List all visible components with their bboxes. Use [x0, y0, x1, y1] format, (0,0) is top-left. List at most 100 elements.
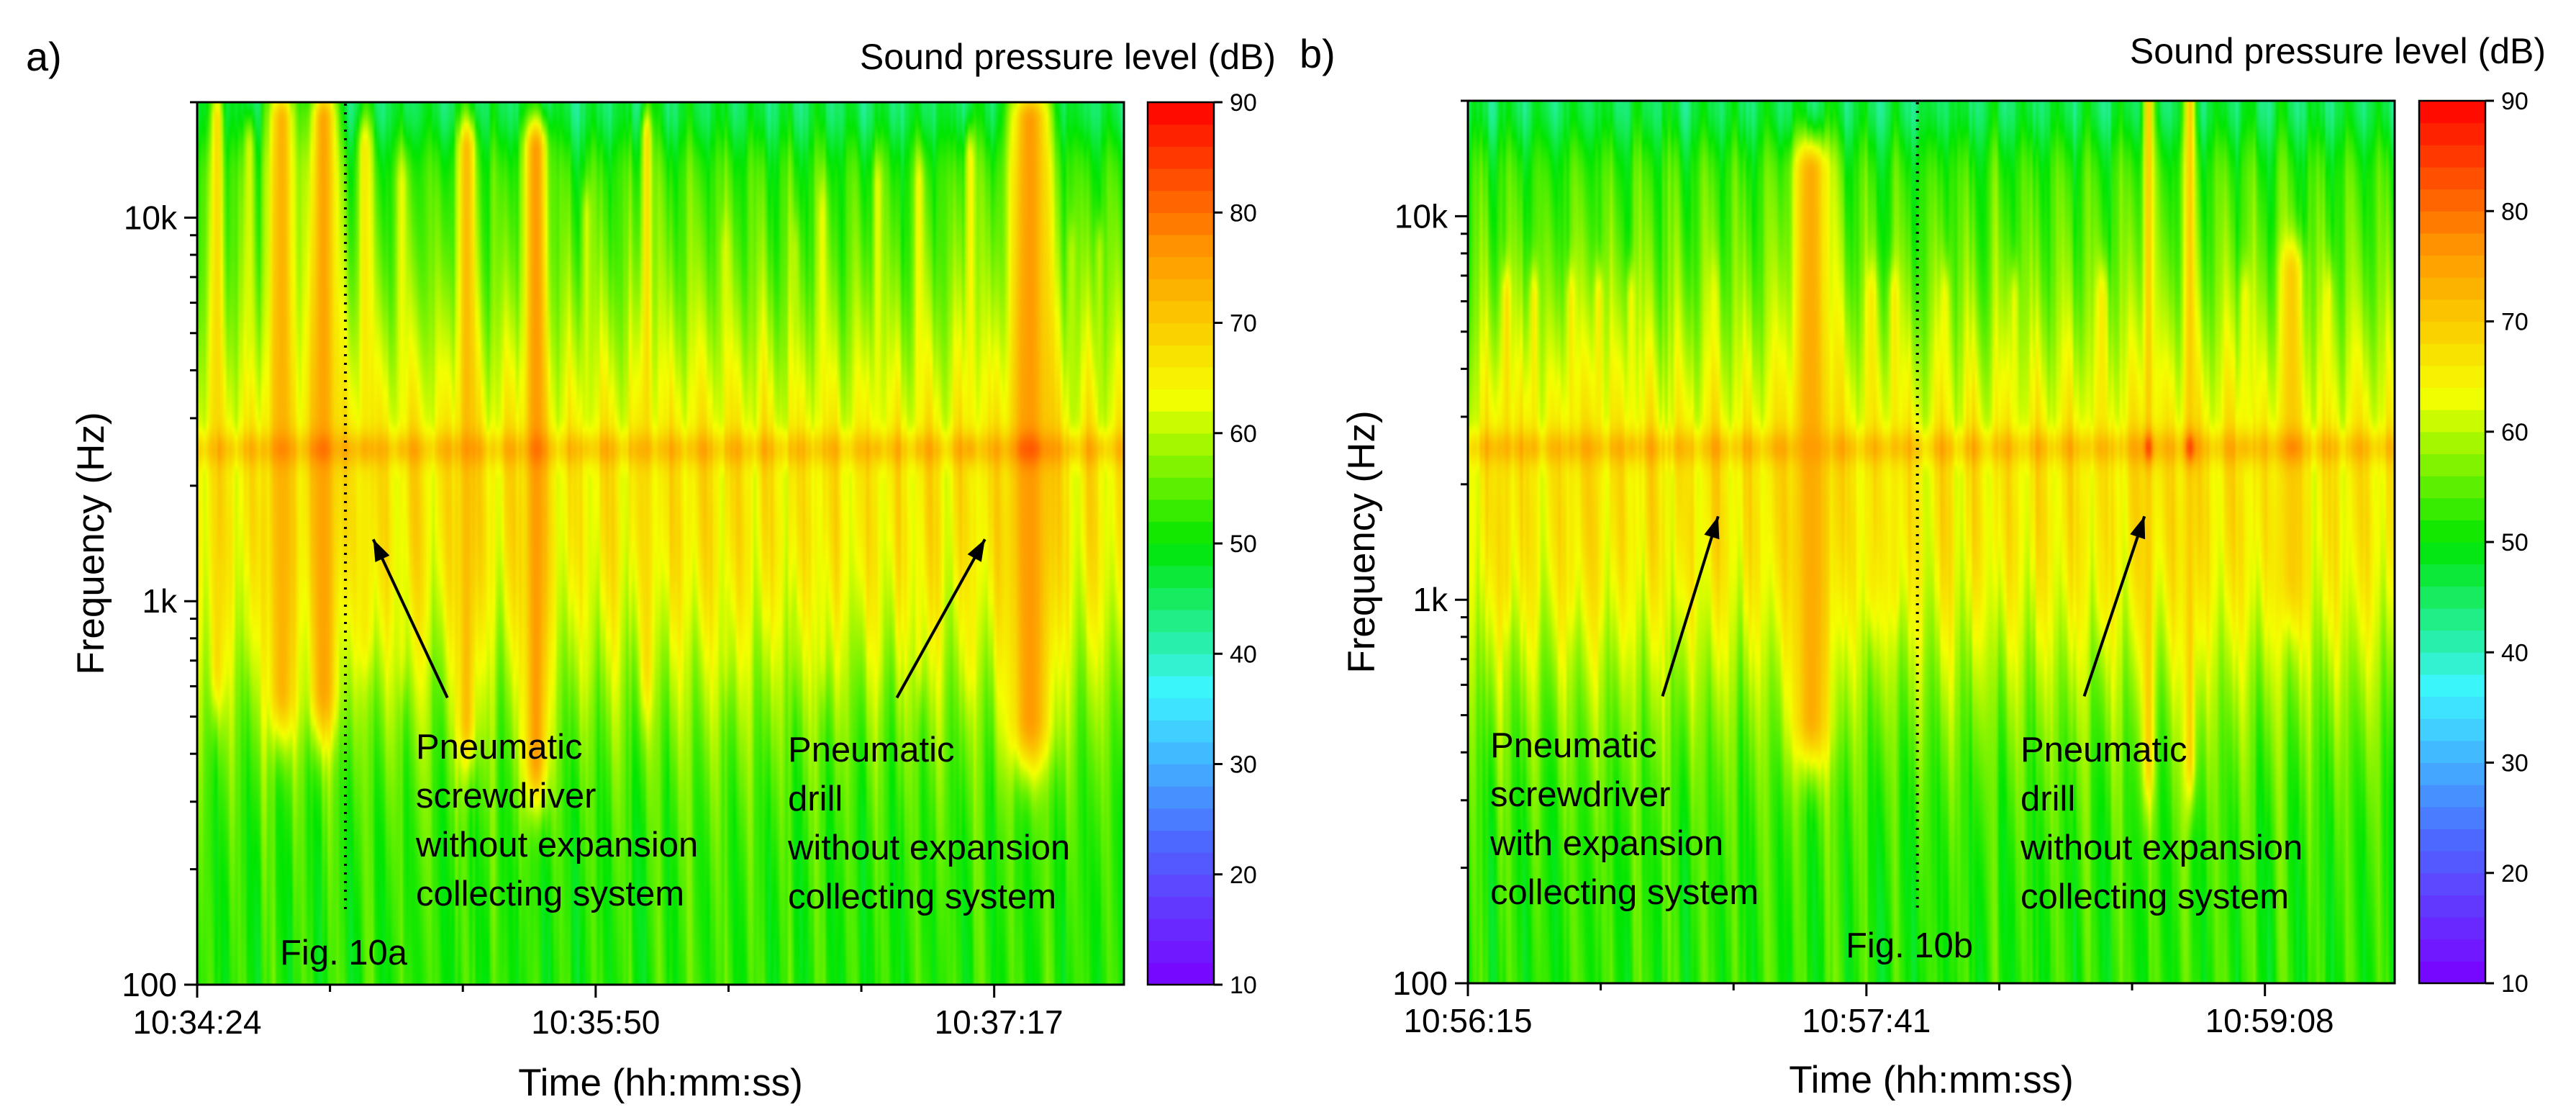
colorbar-level — [1148, 962, 1214, 985]
colorbar-level — [1148, 521, 1214, 544]
colorbar-tick-label: 60 — [1230, 420, 1257, 448]
x-tick-label: 10:56:15 — [1403, 1002, 1532, 1039]
colorbar-tick-label: 30 — [2501, 750, 2529, 777]
colorbar-tick-label: 10 — [1230, 972, 1257, 999]
annotation-text: without expansion — [2020, 828, 2303, 867]
colorbar-level — [2419, 211, 2485, 234]
colorbar-level — [1148, 322, 1214, 346]
colorbar-level — [2419, 851, 2485, 874]
colorbar-level — [2419, 476, 2485, 499]
colorbar-level — [1148, 852, 1214, 875]
colorbar-level — [1148, 499, 1214, 522]
colorbar-level — [1148, 477, 1214, 500]
colorbar-level — [1148, 764, 1214, 787]
colorbar-level — [2419, 806, 2485, 830]
colorbar-level — [2419, 917, 2485, 940]
colorbar-level — [1148, 190, 1214, 213]
colorbar-level — [2419, 785, 2485, 808]
annotation-text: with expansion — [1489, 824, 1723, 863]
x-tick-label: 10:57:41 — [1802, 1002, 1931, 1039]
colorbar-level — [2419, 387, 2485, 410]
colorbar-level — [1148, 146, 1214, 169]
x-axis-label: Time (hh:mm:ss) — [518, 1062, 803, 1104]
x-tick-label: 10:59:08 — [2205, 1002, 2334, 1039]
colorbar-level — [2419, 101, 2485, 124]
colorbar-level — [1148, 212, 1214, 235]
annotation-arrowhead — [1704, 516, 1720, 540]
colorbar: 10 20 30 40 50 60 70 80 90 — [1146, 89, 1257, 999]
colorbar-level — [2419, 718, 2485, 741]
y-tick-label: 100 — [1392, 965, 1448, 1002]
colorbar-level — [2419, 961, 2485, 984]
colorbar-tick-label: 50 — [1230, 530, 1257, 558]
colorbar-level — [1148, 830, 1214, 853]
spectrogram-panel-b: 100 1k 10k 10:56:15 10:57:41 10:59:08 Time (hh… — [1300, 31, 2546, 1101]
annotation-text: screwdriver — [416, 777, 596, 816]
annotation-text: collecting system — [788, 877, 1056, 916]
colorbar-level — [1148, 234, 1214, 258]
x-axis: 10:56:15 10:57:41 10:59:08 — [1403, 983, 2334, 1039]
colorbar-level — [2419, 542, 2485, 565]
colorbar-level — [2419, 166, 2485, 190]
colorbar-tick-label: 40 — [1230, 641, 1257, 668]
colorbar-tick-label: 90 — [1230, 89, 1257, 117]
x-tick-label: 10:34:24 — [132, 1003, 261, 1041]
colorbar-level — [1148, 543, 1214, 566]
colorbar-level — [1148, 675, 1214, 699]
annotation-arrowhead — [2130, 516, 2146, 540]
spectrogram-image — [197, 102, 1124, 985]
y-tick-label: 1k — [1412, 581, 1448, 618]
annotation-text: Pneumatic — [788, 731, 955, 769]
colorbar-level — [2419, 895, 2485, 918]
x-tick-label: 10:35:50 — [531, 1003, 660, 1041]
plot-frame — [196, 101, 1125, 986]
colorbar-tick-label: 80 — [1230, 199, 1257, 227]
colorbar-level — [1148, 587, 1214, 610]
y-tick-label: 1k — [142, 582, 178, 620]
colorbar-level — [1148, 720, 1214, 743]
colorbar-label: Sound pressure level (dB) — [2130, 31, 2546, 71]
colorbar-level — [2419, 453, 2485, 477]
colorbar-level — [2419, 652, 2485, 675]
plot-frame — [1466, 99, 2396, 985]
colorbar-level — [1148, 654, 1214, 677]
colorbar-tick-label: 20 — [2501, 860, 2529, 888]
panel-label: a) — [26, 34, 62, 79]
colorbar: 10 20 30 40 50 60 70 80 90 — [2418, 88, 2529, 998]
colorbar-level — [1148, 345, 1214, 368]
colorbar-level — [1148, 609, 1214, 633]
y-tick-label: 100 — [122, 966, 177, 1003]
spectrogram-image — [1468, 101, 2395, 983]
colorbar-tick-label: 50 — [2501, 529, 2529, 556]
annotation-arrow — [371, 538, 449, 699]
colorbar-level — [2419, 630, 2485, 653]
colorbar-level — [1148, 389, 1214, 412]
annotation-text: screwdriver — [1490, 775, 1670, 814]
colorbar-level — [1148, 102, 1214, 125]
colorbar-level — [2419, 608, 2485, 631]
colorbar-tick-label: 90 — [2501, 88, 2529, 115]
spectrogram-panel-a: 100 1k 10k 10:34:24 10:35:50 10:37:17 Time (hh… — [26, 34, 1276, 1104]
colorbar-level — [2419, 762, 2485, 785]
annotation-text: drill — [788, 780, 843, 818]
y-axis-label: Frequency (Hz) — [70, 412, 112, 674]
colorbar-level — [2419, 696, 2485, 719]
annotation-text: collecting system — [416, 875, 684, 913]
annotation-text: Pneumatic — [1490, 726, 1657, 765]
colorbar-level — [2419, 674, 2485, 697]
colorbar-level — [1148, 697, 1214, 721]
colorbar-level — [1148, 411, 1214, 434]
panel-label: b) — [1300, 31, 1335, 76]
colorbar-level — [1148, 940, 1214, 963]
annotation: Pneumatic screwdriver with expansion collec… — [1489, 515, 1759, 912]
colorbar-level — [2419, 497, 2485, 520]
annotation-arrow — [895, 538, 987, 699]
colorbar-level — [1148, 168, 1214, 191]
colorbar-tick-label: 70 — [1230, 310, 1257, 338]
colorbar-level — [2419, 410, 2485, 433]
colorbar-tick-label: 10 — [2501, 970, 2529, 998]
y-axis: 100 1k 10k — [1392, 99, 1468, 1002]
colorbar-level — [2419, 740, 2485, 764]
colorbar-tick-label: 20 — [1230, 862, 1257, 889]
